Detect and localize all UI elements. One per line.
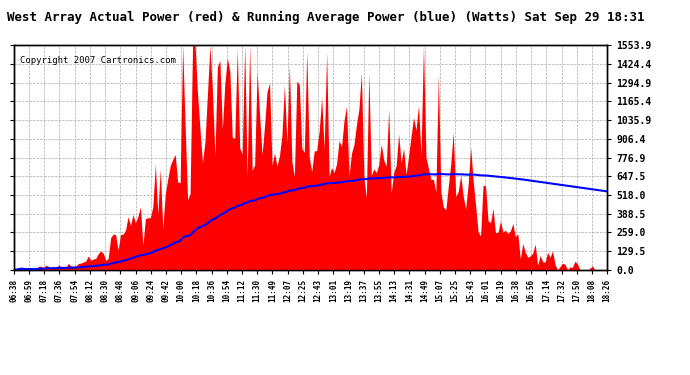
Text: West Array Actual Power (red) & Running Average Power (blue) (Watts) Sat Sep 29 : West Array Actual Power (red) & Running …: [7, 11, 644, 24]
Text: Copyright 2007 Cartronics.com: Copyright 2007 Cartronics.com: [20, 56, 176, 65]
